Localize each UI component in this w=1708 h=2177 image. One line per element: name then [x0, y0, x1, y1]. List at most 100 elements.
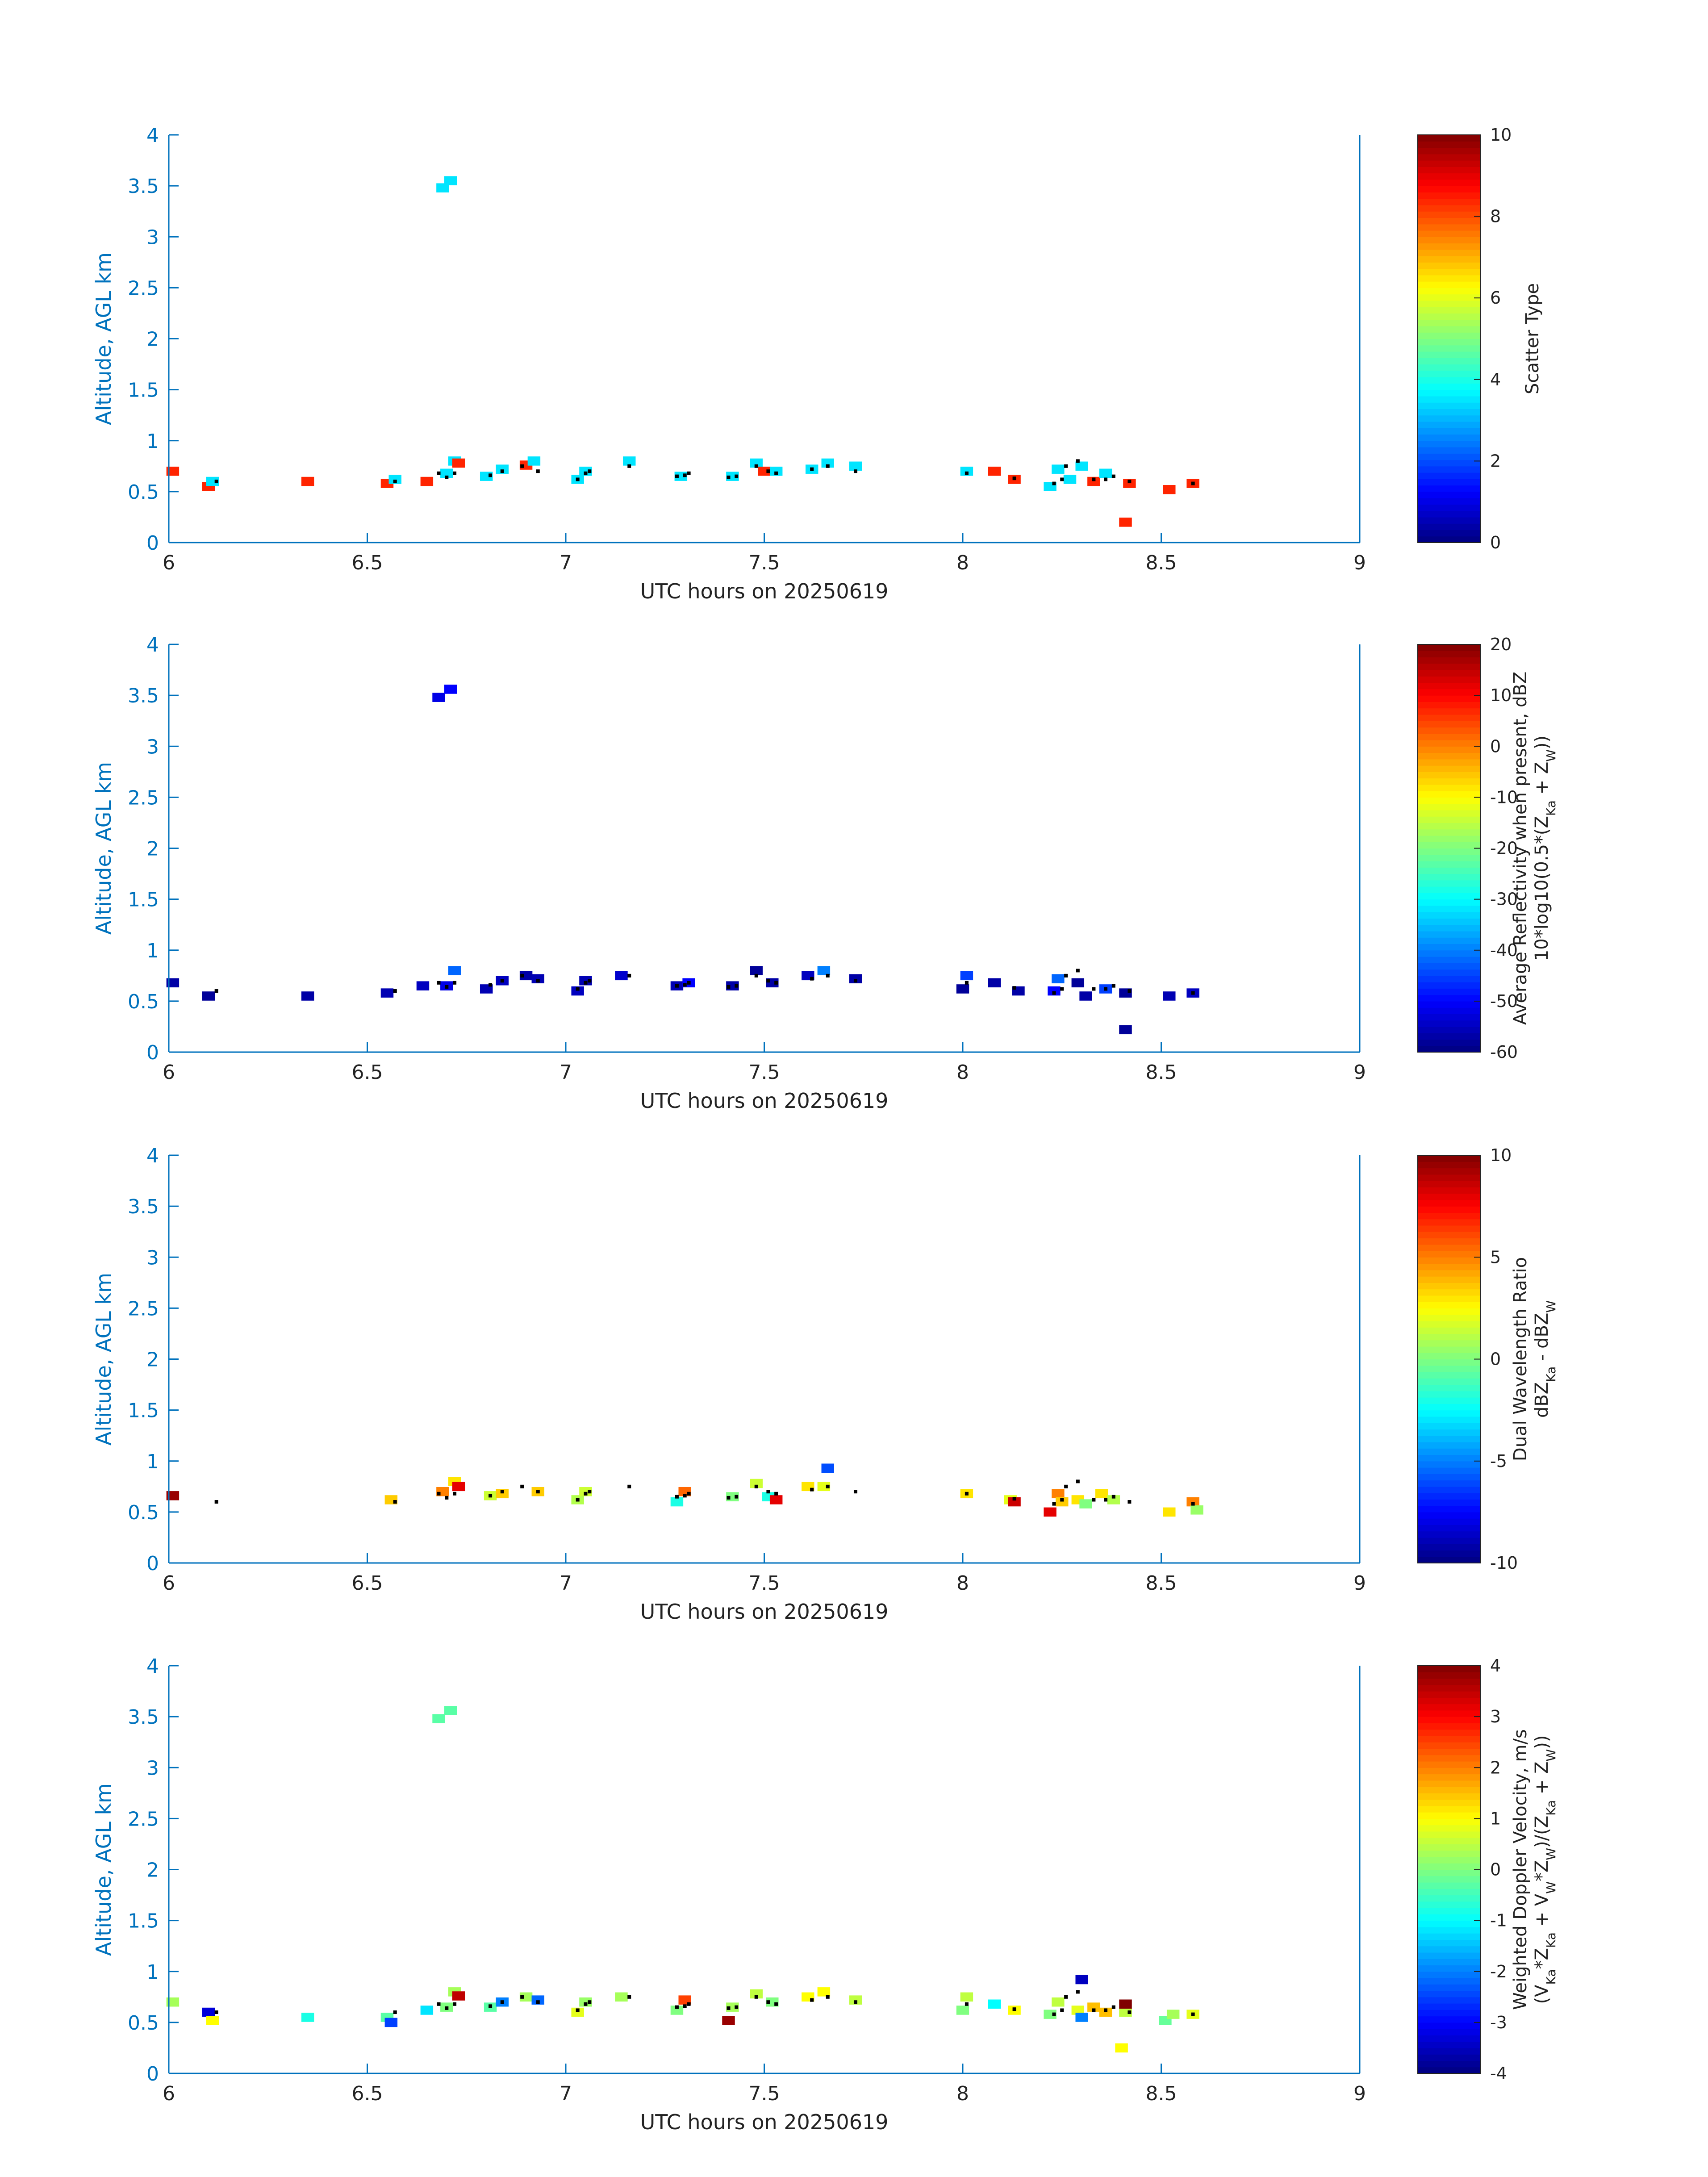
data-marker: [687, 471, 691, 475]
colorbar-band: [1418, 733, 1480, 740]
data-marker: [735, 984, 739, 988]
data-marker: [536, 1490, 540, 1494]
data-marker: [754, 464, 758, 468]
data-marker: [774, 1492, 778, 1496]
colorbar-band: [1418, 746, 1480, 753]
colorbar-band: [1418, 1308, 1480, 1315]
colorbar-band: [1418, 963, 1480, 970]
colorbar-tick-label: 4: [1490, 370, 1501, 389]
colorbar-band: [1418, 1007, 1480, 1015]
data-marker: [1012, 1497, 1016, 1501]
colorbar-label: Dual Wavelength Ratio: [1510, 1257, 1531, 1461]
colorbar-band: [1418, 1257, 1480, 1264]
data-marker: [826, 464, 830, 468]
data-cell: [420, 476, 434, 486]
data-cell: [769, 1495, 783, 1504]
colorbar-band: [1418, 453, 1480, 460]
data-marker: [1052, 1502, 1056, 1506]
data-marker: [489, 2004, 493, 2008]
data-cell: [448, 966, 461, 975]
x-tick-label: 8: [956, 1061, 969, 1084]
x-axis-label: UTC hours on 20250619: [640, 1089, 889, 1113]
colorbar-band: [1418, 721, 1480, 728]
data-cell: [956, 2006, 969, 2015]
colorbar-band: [1418, 1480, 1480, 1487]
data-cell: [1052, 1997, 1065, 2007]
colorbar-band: [1418, 1302, 1480, 1308]
colorbar-band: [1418, 1435, 1480, 1442]
data-marker: [766, 2000, 770, 2004]
data-marker: [1076, 1990, 1080, 1994]
colorbar-band: [1418, 1244, 1480, 1251]
colorbar-band: [1418, 1474, 1480, 1481]
colorbar-band: [1418, 1026, 1480, 1033]
colorbar-band: [1418, 1225, 1480, 1232]
data-cell: [571, 986, 584, 996]
colorbar-band: [1418, 173, 1480, 180]
colorbar-band: [1418, 1952, 1480, 1959]
data-marker: [1076, 969, 1080, 973]
colorbar-band: [1418, 504, 1480, 511]
y-axis-label: Altitude, AGL km: [92, 1273, 116, 1446]
data-cell: [615, 971, 628, 981]
data-marker: [453, 1492, 457, 1496]
colorbar-band: [1418, 1990, 1480, 1997]
data-cell: [496, 464, 509, 474]
colorbar-band: [1418, 994, 1480, 1002]
data-cell: [527, 456, 541, 466]
y-tick-label: 4: [146, 1655, 159, 1678]
colorbar-band: [1418, 854, 1480, 861]
colorbar-band: [1418, 460, 1480, 467]
y-tick-label: 4: [146, 634, 159, 656]
colorbar-band: [1418, 154, 1480, 161]
y-tick-label: 1: [146, 940, 159, 962]
colorbar-band: [1418, 765, 1480, 772]
x-axis-label: UTC hours on 20250619: [640, 579, 889, 603]
data-cell: [166, 1997, 180, 2007]
data-cell: [166, 1491, 180, 1500]
colorbar-band: [1418, 1429, 1480, 1436]
colorbar-band: [1418, 708, 1480, 715]
y-tick-label: 1.5: [128, 1910, 159, 1933]
colorbar-band: [1418, 186, 1480, 192]
data-cell: [1063, 475, 1077, 484]
colorbar-band: [1418, 268, 1480, 276]
data-cell: [202, 2007, 215, 2017]
data-cell: [452, 458, 465, 468]
plot-area: [169, 1666, 1360, 2073]
colorbar-band: [1418, 1946, 1480, 1953]
colorbar-band: [1418, 1187, 1480, 1194]
data-marker: [1104, 2008, 1108, 2012]
data-cell: [1008, 1497, 1021, 1507]
x-tick-label: 6: [163, 1572, 175, 1595]
data-cell: [380, 988, 394, 998]
data-marker: [1092, 477, 1096, 481]
colorbar-label-formula: dBZKa - dBZW: [1532, 1300, 1558, 1418]
colorbar-band: [1418, 702, 1480, 709]
data-marker: [500, 2000, 504, 2004]
data-marker: [1064, 1484, 1068, 1488]
chart-panel-2: 6 6.5 7 7.5 8 8.5 9 0 0.5 1 1.5 2 2.5 3 3.5 4 UTC hours …: [92, 634, 1558, 1113]
colorbar-band: [1418, 205, 1480, 212]
y-tick-label: 1: [146, 1961, 159, 1984]
data-cell: [956, 984, 969, 994]
colorbar-frame: [1417, 134, 1481, 543]
colorbar-band: [1418, 2010, 1480, 2017]
colorbar-tick-label: 10: [1490, 1145, 1512, 1165]
data-marker: [727, 985, 731, 989]
data-marker: [576, 477, 580, 481]
x-tick-label: 7.5: [749, 1061, 780, 1084]
data-marker: [520, 464, 524, 468]
chart-panel-1: 6 6.5 7 7.5 8 8.5 9 0 0.5 1 1.5 2 2.5 3 3.5 4 UTC hours …: [92, 124, 1543, 603]
data-marker: [735, 1495, 739, 1499]
colorbar-band: [1418, 421, 1480, 428]
data-marker: [393, 989, 397, 993]
y-tick-label: 3: [146, 226, 159, 249]
colorbar-tick-label: 3: [1490, 1707, 1501, 1726]
data-marker: [588, 1490, 592, 1494]
colorbar-band: [1418, 1404, 1480, 1411]
data-marker: [500, 979, 504, 983]
data-marker: [1111, 474, 1115, 478]
colorbar-band: [1418, 803, 1480, 811]
data-cell: [432, 1714, 445, 1723]
